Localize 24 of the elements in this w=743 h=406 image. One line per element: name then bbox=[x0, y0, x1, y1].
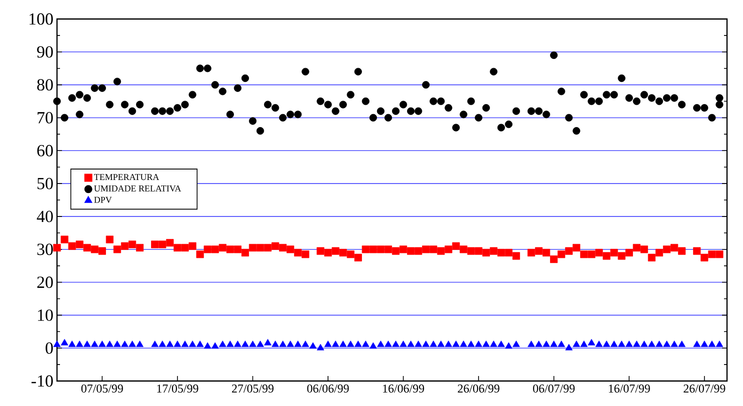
y-tick-label: 80 bbox=[37, 79, 53, 91]
y-tick-label: 30 bbox=[37, 244, 53, 256]
x-tick-label: 16/06/99 bbox=[383, 384, 424, 393]
legend-label: DPV bbox=[94, 196, 112, 203]
x-tick-label: 17/05/99 bbox=[157, 384, 198, 393]
x-tick-label: 26/07/99 bbox=[684, 384, 726, 393]
y-tick-label: 60 bbox=[37, 144, 53, 156]
x-tick-label: 06/06/99 bbox=[307, 384, 349, 393]
x-tick-label: 06/07/99 bbox=[533, 384, 575, 393]
legend-label: TEMPERATURA bbox=[94, 174, 160, 180]
x-tick-label: 27/05/99 bbox=[232, 384, 274, 393]
y-tick-label: -10 bbox=[32, 375, 53, 387]
y-tick-label: 10 bbox=[38, 309, 53, 321]
y-tick-label: 0 bbox=[46, 342, 53, 354]
y-tick-label: 70 bbox=[38, 112, 53, 124]
y-tick-label: 90 bbox=[37, 46, 53, 58]
y-tick-label: 100 bbox=[30, 13, 53, 25]
legend-label: UMIDADE RELATIVA bbox=[94, 185, 182, 192]
y-tick-label: 50 bbox=[38, 178, 53, 190]
x-tick-label: 07/05/99 bbox=[81, 384, 123, 393]
x-tick-label: 26/06/99 bbox=[458, 384, 500, 393]
y-tick-label: 40 bbox=[36, 210, 53, 222]
y-tick-label: 20 bbox=[37, 276, 53, 288]
x-tick-label: 16/07/99 bbox=[608, 384, 650, 393]
